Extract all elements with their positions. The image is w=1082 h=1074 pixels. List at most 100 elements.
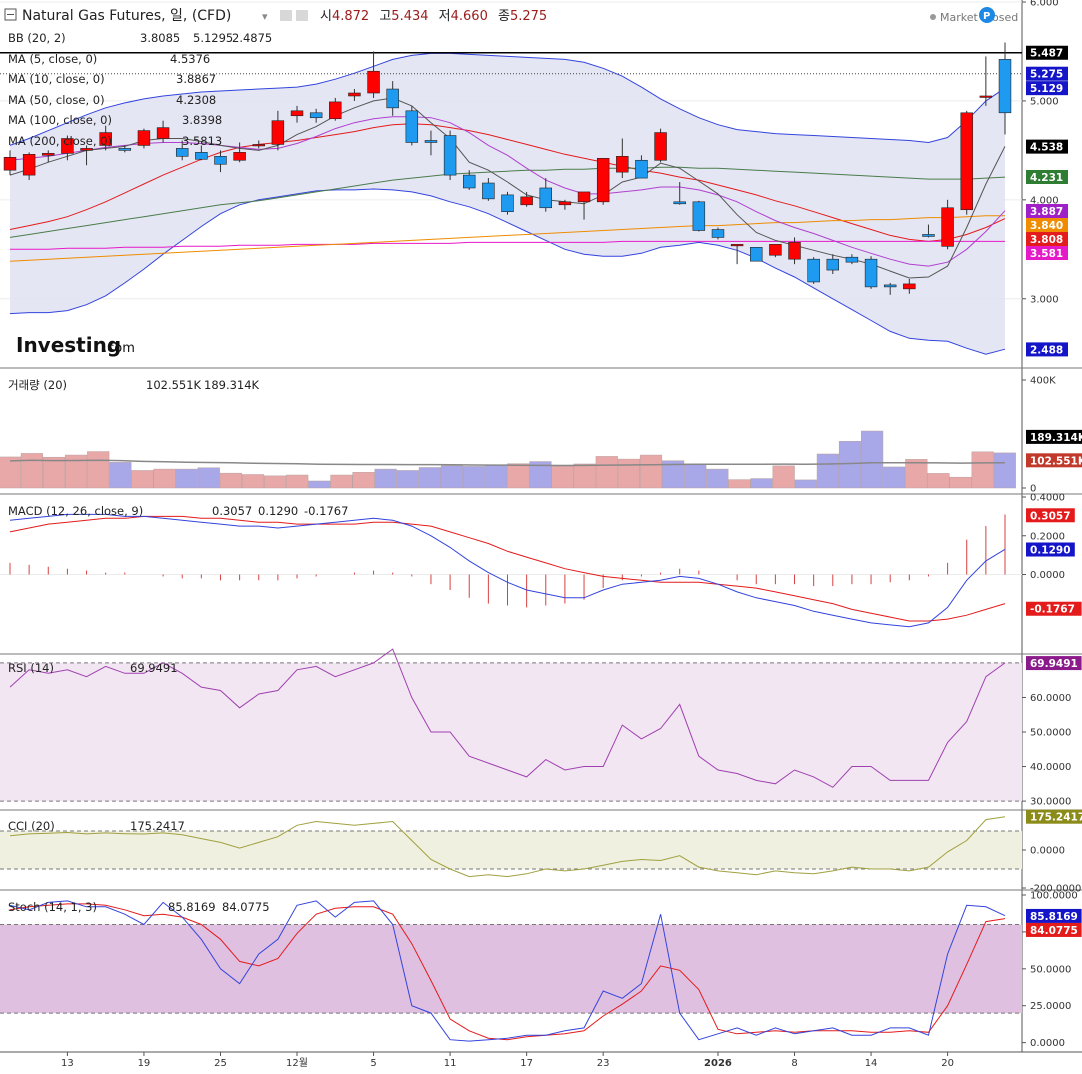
- volume-bar[interactable]: [551, 465, 574, 489]
- price-panel[interactable]: [0, 1, 1022, 355]
- volume-bar[interactable]: [87, 451, 110, 489]
- candle[interactable]: [864, 258, 878, 288]
- candle[interactable]: [462, 174, 476, 189]
- volume-bar[interactable]: [662, 460, 685, 489]
- volume-bar[interactable]: [396, 470, 419, 489]
- pin-icon[interactable]: [979, 7, 995, 23]
- candle[interactable]: [596, 157, 610, 203]
- candle[interactable]: [80, 148, 93, 151]
- candle[interactable]: [673, 201, 686, 205]
- candle[interactable]: [750, 247, 763, 262]
- ma50-legend-label[interactable]: MA (50, close, 0): [8, 93, 105, 107]
- volume-bar[interactable]: [241, 474, 265, 489]
- candle[interactable]: [883, 284, 897, 288]
- candle[interactable]: [271, 120, 285, 145]
- bb-lower-line[interactable]: [9, 188, 1006, 355]
- candle[interactable]: [214, 156, 227, 165]
- bb-upper-line[interactable]: [9, 52, 1006, 146]
- volume-bar[interactable]: [684, 463, 707, 489]
- volume-bar[interactable]: [65, 454, 88, 489]
- candle[interactable]: [386, 88, 399, 109]
- candle[interactable]: [137, 130, 151, 146]
- volume-bar[interactable]: [639, 454, 663, 489]
- candle[interactable]: [616, 156, 629, 173]
- volume-legend-label[interactable]: 거래량 (20): [8, 378, 67, 392]
- candle[interactable]: [654, 132, 667, 161]
- ma5-legend-label[interactable]: MA (5, close, 0): [8, 52, 97, 66]
- title-dropdown-icon[interactable]: ▾: [262, 10, 268, 23]
- candle[interactable]: [807, 258, 820, 283]
- candle[interactable]: [443, 135, 457, 176]
- volume-bar[interactable]: [219, 472, 242, 489]
- volume-bar[interactable]: [0, 456, 21, 489]
- candle[interactable]: [482, 182, 495, 200]
- volume-bar[interactable]: [706, 468, 729, 489]
- bb-middle-line[interactable]: [9, 123, 1006, 242]
- candle[interactable]: [329, 101, 342, 120]
- candle[interactable]: [769, 244, 782, 256]
- candle[interactable]: [577, 191, 591, 203]
- volume-bar[interactable]: [838, 441, 862, 489]
- ma5-line[interactable]: [9, 97, 1006, 279]
- candle[interactable]: [998, 59, 1012, 114]
- volume-bar[interactable]: [750, 478, 773, 489]
- macd-panel[interactable]: [0, 513, 1022, 628]
- ma100-line[interactable]: [9, 215, 1005, 262]
- volume-bar[interactable]: [905, 459, 928, 489]
- candle[interactable]: [195, 152, 208, 160]
- rsi-panel[interactable]: [0, 648, 1022, 802]
- volume-bar[interactable]: [861, 430, 884, 489]
- volume-bar[interactable]: [529, 461, 552, 489]
- candle[interactable]: [22, 154, 36, 176]
- candle[interactable]: [520, 196, 533, 206]
- header-settings-icons[interactable]: [280, 10, 308, 21]
- volume-bar[interactable]: [485, 464, 508, 489]
- rsi-line[interactable]: [9, 648, 1006, 788]
- volume-bar[interactable]: [197, 467, 220, 489]
- candle[interactable]: [156, 127, 170, 139]
- candle[interactable]: [501, 194, 514, 213]
- candle[interactable]: [252, 144, 265, 147]
- volume-bar[interactable]: [993, 452, 1016, 489]
- candle[interactable]: [61, 138, 74, 154]
- ma200-line[interactable]: [10, 240, 1005, 250]
- volume-bar[interactable]: [286, 474, 309, 489]
- cci-line[interactable]: [9, 816, 1006, 878]
- volume-bar[interactable]: [883, 466, 906, 489]
- volume-bar[interactable]: [927, 473, 950, 489]
- settings-icon[interactable]: [296, 10, 308, 21]
- macd-signal-line[interactable]: [9, 515, 1006, 622]
- volume-bar[interactable]: [949, 476, 972, 489]
- volume-bar[interactable]: [573, 463, 596, 489]
- candle[interactable]: [175, 148, 189, 157]
- volume-bar[interactable]: [20, 453, 43, 489]
- volume-bar[interactable]: [816, 453, 839, 489]
- candle[interactable]: [979, 95, 993, 98]
- ma100-legend-label[interactable]: MA (100, close, 0): [8, 113, 112, 127]
- cci-legend-label[interactable]: CCI (20): [8, 819, 55, 833]
- candle[interactable]: [635, 159, 648, 179]
- cci-panel[interactable]: [0, 816, 1022, 878]
- collapse-icon[interactable]: [4, 8, 17, 21]
- candle[interactable]: [711, 229, 725, 238]
- volume-bar[interactable]: [772, 465, 795, 489]
- ma50-line[interactable]: [9, 166, 1006, 238]
- candle[interactable]: [730, 244, 744, 247]
- candle[interactable]: [99, 132, 112, 146]
- volume-bar[interactable]: [264, 475, 287, 489]
- ma10-line[interactable]: [9, 116, 1006, 267]
- stoch-panel[interactable]: [0, 900, 1022, 1042]
- candle[interactable]: [922, 234, 935, 237]
- ma10-legend-label[interactable]: MA (10, close, 0): [8, 72, 105, 86]
- candle[interactable]: [558, 201, 572, 206]
- candle[interactable]: [788, 242, 801, 260]
- candle[interactable]: [941, 207, 954, 247]
- candle[interactable]: [405, 110, 419, 143]
- candle[interactable]: [960, 112, 973, 211]
- volume-bar[interactable]: [374, 468, 397, 489]
- volume-bar[interactable]: [352, 472, 375, 489]
- volume-bar[interactable]: [418, 467, 441, 489]
- candle[interactable]: [3, 157, 17, 171]
- volume-bar[interactable]: [308, 480, 331, 489]
